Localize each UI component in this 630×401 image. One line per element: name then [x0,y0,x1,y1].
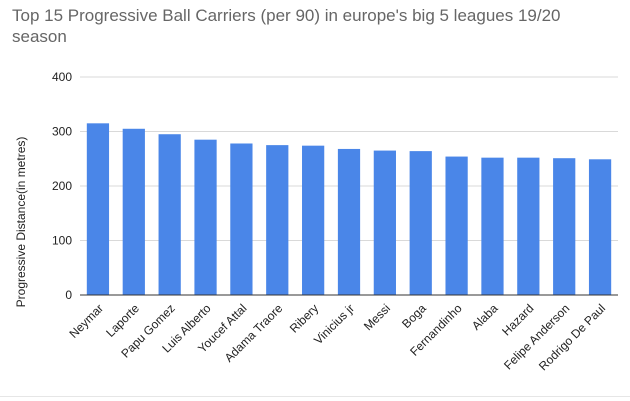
bar-hazard [517,157,540,295]
x-tick-label: Messi [361,301,393,333]
bar-felipe-anderson [553,158,576,295]
x-tick-label: Rodrigo De Paul [536,301,608,373]
bar-layer [86,123,612,295]
bar-adama-traore [266,145,289,295]
y-tick-label: 0 [65,288,72,302]
bar-neymar [86,123,110,295]
bar-luis-alberto [194,139,217,295]
x-tick-label: Boga [399,301,429,331]
y-tick-label: 400 [52,70,72,84]
y-axis-label: Progressive Distance(in metres) [14,137,28,308]
bar-alaba [481,157,504,295]
bar-fernandinho [445,156,468,295]
bar-papu-gomez [158,134,181,295]
y-tick-label: 200 [52,179,72,193]
bar-ribery [302,145,325,295]
bar-vinicius-jr [337,148,361,295]
bar-boga [409,151,432,295]
chart-title: Top 15 Progressive Ball Carriers (per 90… [12,6,561,46]
x-tick-label: Alaba [469,301,501,333]
bar-messi [373,150,396,295]
bar-laporte [122,128,145,295]
bar-youcef-attal [230,143,253,295]
x-tick-label: Neymar [66,301,106,341]
x-tick-label: Ribery [287,301,321,335]
bottom-divider [0,396,630,397]
bar-rodrigo-de-paul [588,159,612,295]
y-tick-label: 300 [52,125,72,139]
y-tick-label: 100 [52,234,72,248]
